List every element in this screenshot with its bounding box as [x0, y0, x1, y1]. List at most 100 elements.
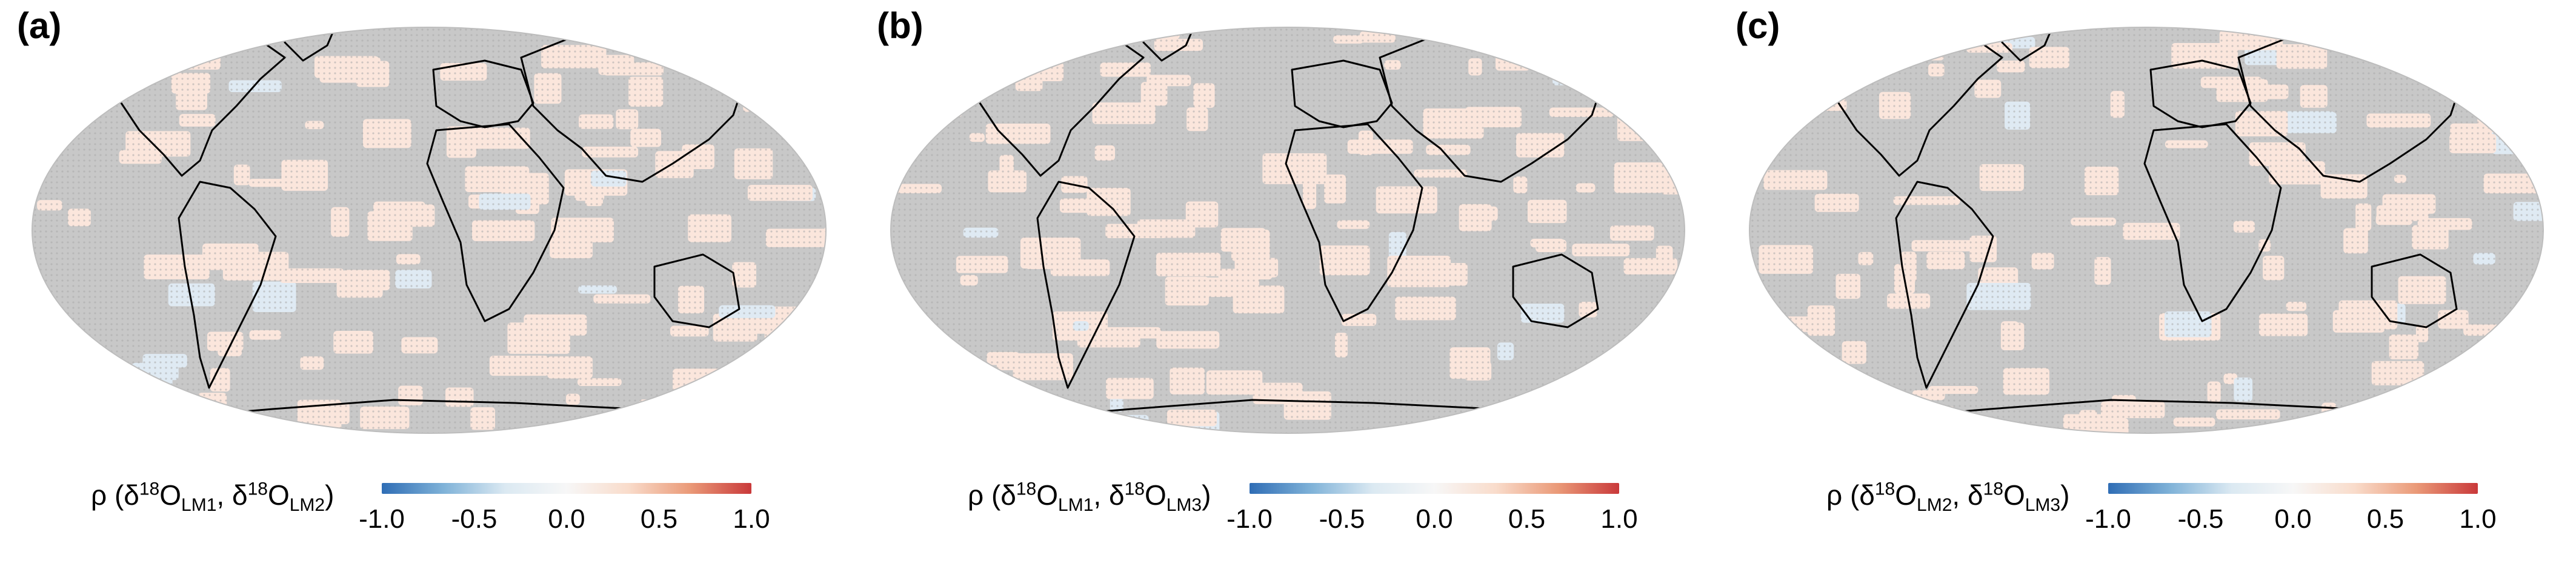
- positive-correlation-patch: [2489, 411, 2543, 424]
- coastline: [1291, 59, 1393, 128]
- positive-correlation-patch: [894, 310, 922, 318]
- coastline: [178, 181, 277, 389]
- significance-stippling: [32, 27, 826, 433]
- positive-correlation-patch: [108, 398, 161, 416]
- positive-correlation-patch: [1812, 394, 1825, 421]
- significance-stippling: [891, 27, 1685, 433]
- negative-correlation-patch: [2443, 61, 2469, 72]
- positive-correlation-patch: [1439, 28, 1475, 44]
- colorbar-tick-label: 1.0: [2459, 504, 2497, 534]
- positive-correlation-patch: [2515, 418, 2543, 430]
- coastline: [2371, 253, 2458, 328]
- colorbar-tick-label: 0.5: [1508, 504, 1546, 534]
- positive-correlation-patch: [258, 430, 312, 433]
- colorbar-title: ρ (δ18OLM2, δ18OLM3): [1826, 479, 2070, 516]
- negative-correlation-patch: [2423, 47, 2471, 70]
- positive-correlation-patch: [52, 378, 94, 405]
- positive-correlation-patch: [2436, 419, 2491, 433]
- negative-correlation-patch: [1583, 394, 1599, 411]
- positive-correlation-patch: [1684, 377, 1685, 402]
- colorbar-tick-label: 0.0: [1416, 504, 1453, 534]
- panel-label: (a): [17, 5, 62, 46]
- positive-correlation-patch: [637, 422, 680, 433]
- positive-correlation-patch: [1662, 308, 1685, 327]
- colorbar-tick-label: -0.5: [2177, 504, 2224, 534]
- colorbar-tick-label: 0.0: [548, 504, 585, 534]
- colorbar-tick-label: -1.0: [359, 504, 405, 534]
- positive-correlation-patch: [639, 399, 696, 430]
- correlation-map: [32, 27, 827, 434]
- positive-correlation-patch: [1771, 54, 1835, 79]
- negative-correlation-patch: [1752, 90, 1770, 108]
- map-outline: [1749, 27, 2544, 434]
- negative-correlation-patch: [945, 91, 979, 99]
- correlation-map: [1749, 27, 2544, 434]
- positive-correlation-patch: [1828, 60, 1846, 73]
- coastline: [653, 253, 741, 328]
- coastline: [2143, 123, 2282, 322]
- coastline: [426, 123, 565, 322]
- panel-c: (c) ρ (δ18OLM2, δ18OLM3) -1.0 -0.5 0.0 0.5 1…: [1717, 0, 2576, 569]
- colorbar-tick-label: 0.5: [640, 504, 678, 534]
- positive-correlation-patch: [754, 406, 805, 427]
- negative-correlation-patch: [2460, 42, 2496, 70]
- positive-correlation-patch: [824, 227, 826, 242]
- positive-correlation-patch: [2501, 53, 2529, 71]
- colorbar-tick-label: -0.5: [1319, 504, 1365, 534]
- positive-correlation-patch: [2427, 68, 2446, 87]
- correlation-map: [890, 27, 1685, 434]
- positive-correlation-patch: [971, 421, 985, 433]
- positive-correlation-patch: [799, 45, 819, 58]
- colorbar-tick-label: 1.0: [1600, 504, 1638, 534]
- colorbar-tick-label: 1.0: [733, 504, 770, 534]
- coastline: [1036, 181, 1136, 389]
- colorbar-tick-label: -0.5: [451, 504, 498, 534]
- positive-correlation-patch: [900, 376, 923, 404]
- positive-correlation-patch: [937, 380, 986, 408]
- colorbar-title: ρ (δ18OLM1, δ18OLM3): [968, 479, 1211, 516]
- panel-a: (a) ρ (δ18OLM1, δ18OLM2) -1.0 -0.5 0.0 0.5 1…: [0, 0, 859, 569]
- positive-correlation-patch: [46, 376, 87, 397]
- positive-correlation-patch: [1546, 390, 1590, 407]
- map-outline: [890, 27, 1685, 434]
- coastline: [2149, 59, 2252, 128]
- significance-stippling: [1749, 27, 2543, 433]
- positive-correlation-patch: [929, 99, 962, 118]
- positive-correlation-patch: [1803, 48, 1858, 75]
- positive-correlation-patch: [1795, 412, 1847, 433]
- positive-correlation-patch: [1611, 46, 1672, 76]
- positive-correlation-patch: [42, 35, 83, 67]
- colorbar: [2108, 483, 2478, 494]
- positive-correlation-patch: [796, 85, 826, 110]
- positive-correlation-patch: [664, 411, 684, 428]
- positive-correlation-patch: [1825, 38, 1866, 53]
- colorbar-tick-label: 0.5: [2366, 504, 2405, 534]
- positive-correlation-patch: [1558, 46, 1576, 78]
- negative-correlation-patch: [1823, 54, 1877, 76]
- positive-correlation-patch: [973, 400, 1006, 412]
- map-outline: [32, 27, 827, 434]
- negative-correlation-patch: [1612, 30, 1661, 52]
- positive-correlation-patch: [683, 41, 721, 69]
- colorbar: [382, 483, 751, 494]
- colorbar-title: ρ (δ18OLM1, δ18OLM2): [91, 479, 334, 516]
- negative-correlation-patch: [1589, 384, 1611, 407]
- coastline: [1285, 123, 1423, 322]
- coastline: [432, 59, 534, 128]
- positive-correlation-patch: [1791, 77, 1817, 109]
- positive-correlation-patch: [1922, 406, 1955, 430]
- panel-label: (b): [877, 5, 924, 46]
- positive-correlation-patch: [121, 37, 184, 60]
- coastline: [1512, 253, 1599, 328]
- colorbar-tick-label: -1.0: [1226, 504, 1273, 534]
- positive-correlation-patch: [774, 95, 813, 104]
- positive-correlation-patch: [1779, 412, 1797, 433]
- colorbar-tick-label: -1.0: [2085, 504, 2131, 534]
- positive-correlation-patch: [933, 365, 978, 383]
- positive-correlation-patch: [790, 347, 826, 359]
- positive-correlation-patch: [104, 62, 130, 82]
- colorbar: [1250, 483, 1619, 494]
- negative-correlation-patch: [87, 402, 131, 422]
- colorbar-tick-label: 0.0: [2274, 504, 2312, 534]
- negative-correlation-patch: [764, 425, 826, 433]
